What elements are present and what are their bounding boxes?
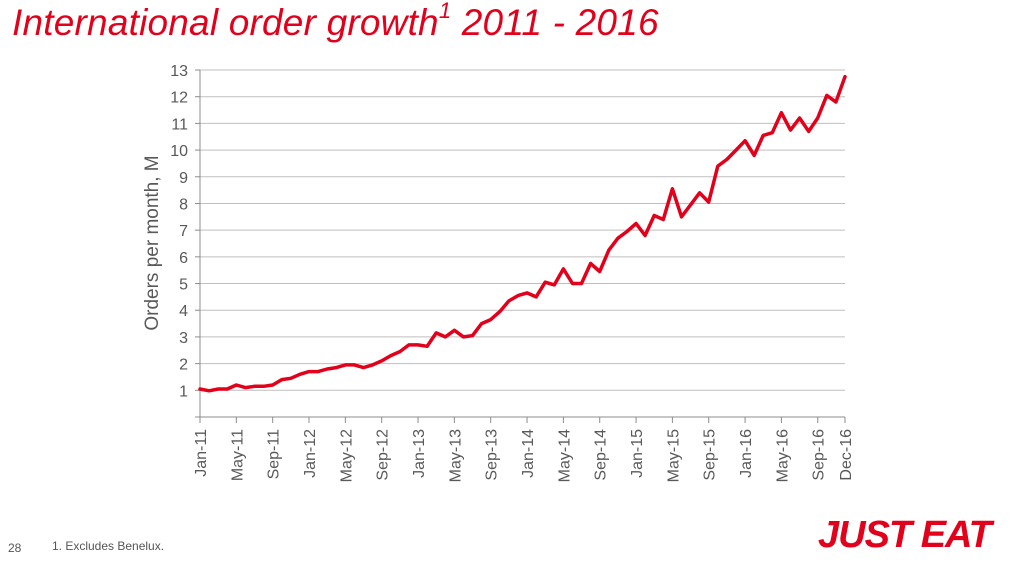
x-tick-label: Jan-14 — [520, 429, 537, 478]
x-tick-label: May-13 — [447, 429, 464, 482]
y-tick-label: 8 — [179, 196, 188, 213]
x-tick-label: Sep-15 — [702, 429, 719, 481]
x-tick-label: Jan-11 — [193, 429, 210, 477]
y-tick-label: 2 — [179, 357, 188, 374]
x-tick-label: Jan-12 — [302, 429, 319, 478]
y-tick-label: 10 — [170, 143, 188, 160]
y-tick-label: 3 — [179, 330, 188, 347]
footnote-marker: 1 — [438, 0, 452, 23]
grid-lines — [200, 69, 845, 391]
y-tick-label: 11 — [171, 116, 188, 133]
x-tick-label: Jan-15 — [629, 429, 646, 478]
series-layer — [198, 74, 847, 393]
x-tick-label: Sep-12 — [375, 429, 392, 481]
x-tick-label: Dec-16 — [838, 429, 855, 481]
y-tick-label: 5 — [179, 277, 188, 294]
y-axis-label: Orders per month, M — [142, 155, 163, 330]
y-tick-label: 9 — [179, 170, 188, 187]
title-years: 2011 - 2016 — [461, 2, 659, 43]
x-tick-label: May-12 — [338, 429, 355, 482]
x-tick-label: Sep-14 — [593, 429, 610, 481]
title-text: International order growth — [12, 2, 439, 43]
y-tick-label: 1 — [179, 383, 188, 400]
page-number: 28 — [8, 541, 22, 555]
x-tick-label: May-16 — [774, 429, 791, 482]
x-tick-label: May-15 — [665, 429, 682, 482]
series-line — [198, 74, 847, 393]
x-tick-label: Sep-16 — [811, 429, 828, 481]
footnote: 1. Excludes Benelux. — [52, 539, 165, 553]
x-tick-label: Sep-13 — [484, 429, 501, 481]
x-tick-label: Sep-11 — [266, 429, 283, 480]
page-title: International order growth1 2011 - 2016 — [12, 0, 659, 44]
x-tick-label: Jan-16 — [738, 429, 755, 478]
y-tick-label: 4 — [179, 303, 188, 320]
x-tick-label: May-11 — [229, 429, 246, 481]
y-tick-label: 6 — [179, 250, 188, 267]
y-tick-label: 12 — [170, 90, 188, 107]
y-tick-label: 7 — [179, 223, 188, 240]
y-tick-label: 13 — [170, 63, 188, 80]
x-tick-label: May-14 — [556, 429, 573, 482]
axes — [195, 69, 846, 423]
x-tick-labels: Jan-11 May-11 Sep-11 Jan-12 May-12 Sep-12 Jan-… — [193, 429, 855, 482]
just-eat-logo: JUST EAT — [818, 514, 992, 556]
x-tick-label: Jan-13 — [411, 429, 428, 478]
